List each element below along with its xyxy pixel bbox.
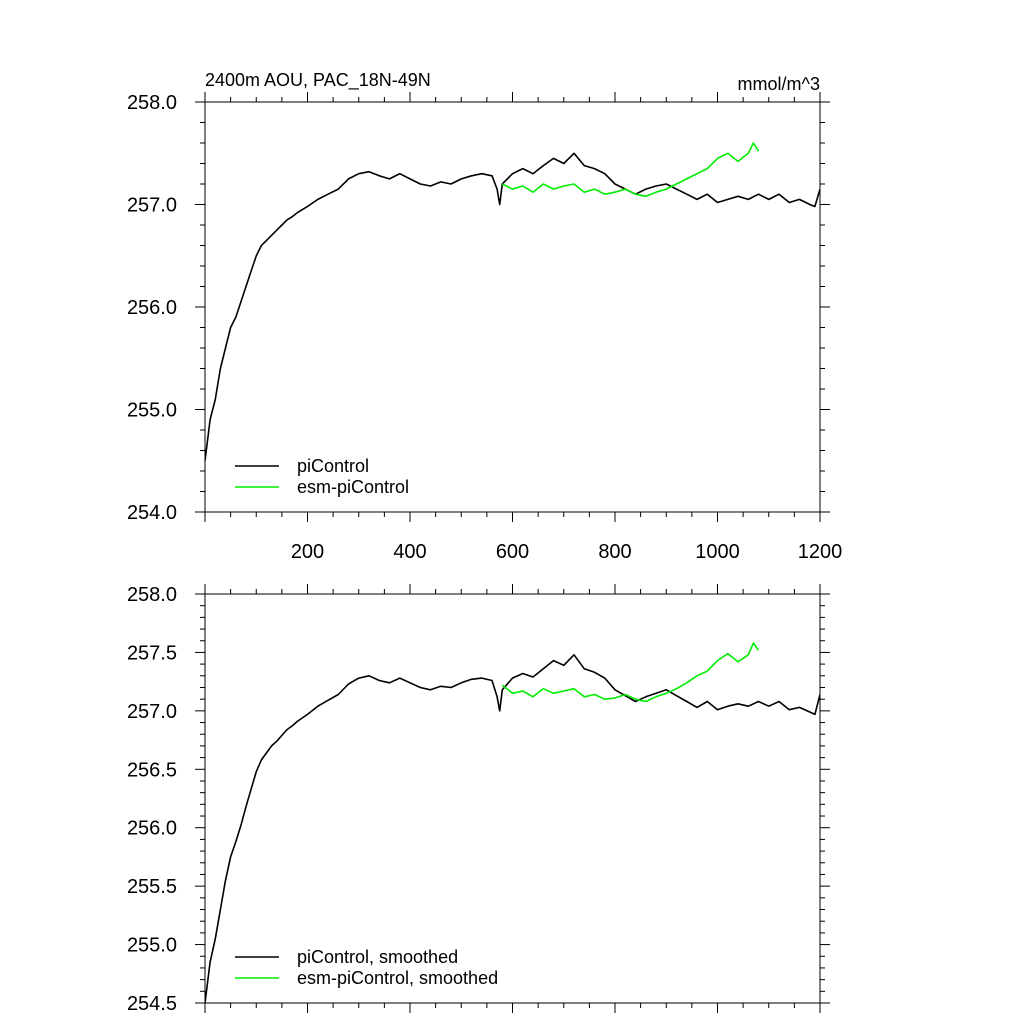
series-line-esm-picontrol bbox=[501, 142, 760, 198]
x-tick-label: 600 bbox=[496, 541, 529, 563]
plot-frame bbox=[204, 593, 821, 1004]
y-tick-label: 258.0 bbox=[127, 584, 177, 606]
legend-label: piControl bbox=[297, 456, 369, 476]
y-tick-label: 257.0 bbox=[127, 195, 177, 217]
legend-label: piControl, smoothed bbox=[297, 947, 458, 967]
x-tick-label: 1200 bbox=[798, 541, 843, 563]
y-tick-label: 256.0 bbox=[127, 818, 177, 840]
chart-title: 2400m AOU, PAC_18N-49N bbox=[205, 70, 431, 91]
y-tick-label: 255.0 bbox=[127, 935, 177, 957]
units-label: mmol/m^3 bbox=[738, 74, 820, 94]
y-tick-label: 257.5 bbox=[127, 642, 177, 664]
y-tick-label: 254.5 bbox=[127, 993, 177, 1015]
y-tick-label: 257.0 bbox=[127, 701, 177, 723]
x-tick-label: 800 bbox=[598, 541, 631, 563]
y-tick-label: 255.0 bbox=[127, 400, 177, 422]
y-tick-label: 255.5 bbox=[127, 876, 177, 898]
x-tick-label: 200 bbox=[291, 541, 324, 563]
panel-bottom: 258.0 257.5 257.0 256.5 256.0 255.5 255.0 254.5… bbox=[127, 584, 830, 1015]
legend-label: esm-piControl bbox=[297, 477, 409, 497]
panel-top: 200 400 600 800 1000 1200 258.0 257.0 256.0 255.0… bbox=[127, 70, 842, 563]
x-tick-label: 1000 bbox=[695, 541, 740, 563]
legend-label: esm-piControl, smoothed bbox=[297, 968, 498, 988]
y-tick-label: 256.5 bbox=[127, 759, 177, 781]
series-line-esm-picontrol-smoothed bbox=[501, 642, 760, 703]
y-tick-label: 256.0 bbox=[127, 297, 177, 319]
plot-frame bbox=[204, 101, 821, 513]
x-tick-label: 400 bbox=[393, 541, 426, 563]
series-line-picontrol bbox=[205, 152, 820, 461]
y-tick-label: 254.0 bbox=[127, 502, 177, 524]
series-line-picontrol-smoothed bbox=[205, 653, 820, 1003]
y-tick-label: 258.0 bbox=[127, 92, 177, 114]
